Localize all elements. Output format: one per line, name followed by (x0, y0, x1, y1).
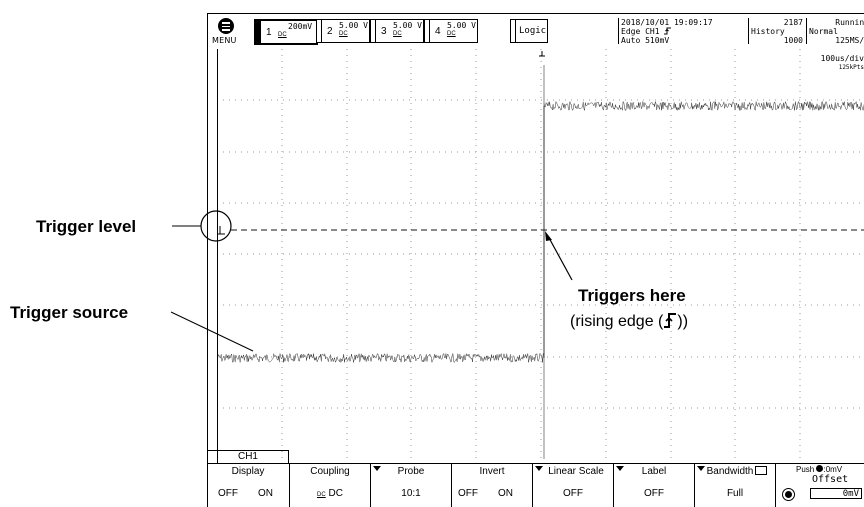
softkey-bandwidth-title: Bandwidth (707, 466, 754, 477)
rising-edge-caption-prefix: (rising edge ( (570, 313, 663, 330)
menu-label: MENU (212, 36, 237, 45)
invert-on: ON (498, 488, 513, 499)
trigger-position-icon (539, 51, 545, 56)
trigger-auto-level: Auto 510mV (621, 36, 713, 45)
probe-value: 10:1 (371, 488, 451, 499)
waveform-segment (217, 354, 544, 363)
trigger-mode: Edge CH1 (621, 27, 660, 36)
channel-2-coupling: DC (339, 31, 348, 37)
softkey-label-title: Label (614, 466, 694, 477)
softkey-label[interactable]: Label OFF (613, 464, 694, 507)
channel-2-indicator[interactable]: 2 5.00 V DC (316, 19, 370, 43)
push-reset-value: :0mV (823, 465, 842, 474)
rising-edge-icon (663, 312, 677, 328)
top-status-bar: MENU 1 200mV DC 2 5.00 V DC 3 5.00 V DC … (208, 14, 864, 49)
rising-edge-caption-suffix: )) (677, 313, 688, 330)
channel-4-scale: 5.00 V (447, 21, 476, 30)
bandwidth-value: Full (695, 488, 775, 499)
logic-indicator[interactable]: Logic (510, 19, 548, 43)
channel-1-indicator[interactable]: 1 200mV DC (254, 19, 318, 45)
channel-1-coupling: DC (278, 32, 287, 38)
tab-ch1[interactable]: CH1 (208, 450, 289, 464)
softkey-display-title: Display (208, 466, 288, 477)
datetime: 2018/10/01 19:09:17 (621, 18, 713, 27)
channel-1-number: 1 (266, 27, 272, 38)
oscilloscope-screen: MENU 1 200mV DC 2 5.00 V DC 3 5.00 V DC … (207, 13, 864, 507)
offset-value-field[interactable]: 0mV (810, 488, 862, 499)
menu-icon (218, 18, 234, 34)
softkey-invert[interactable]: Invert OFF ON (451, 464, 532, 507)
waveform-grid (217, 49, 864, 459)
softkey-coupling-title: Coupling (290, 466, 370, 477)
linear-scale-value: OFF (533, 488, 613, 499)
rising-edge-caption: (rising edge ()) (570, 312, 688, 331)
softkey-linear-scale-title: Linear Scale (539, 466, 613, 477)
history-panel[interactable]: 2187 History 1000 (748, 18, 807, 44)
dc-coupling-icon: DC (317, 492, 326, 498)
rising-edge-icon (664, 27, 671, 35)
softkey-probe-title: Probe (371, 466, 451, 477)
acquisition-panel[interactable]: Running Normal 125MS/s (806, 18, 864, 44)
channel-4-indicator[interactable]: 4 5.00 V DC (424, 19, 478, 43)
acquisition-mode: Normal (809, 27, 864, 36)
history-value: 1000 (751, 36, 807, 45)
channel-2-scale: 5.00 V (339, 21, 368, 30)
push-label: Push (796, 465, 814, 474)
grid-left-border (217, 49, 218, 463)
acquisition-count: 2187 (751, 18, 807, 27)
ch1-waveform (217, 102, 864, 363)
label-value: OFF (614, 488, 694, 499)
softkey-linear-scale[interactable]: Linear Scale OFF (532, 464, 613, 507)
softkey-probe[interactable]: Probe 10:1 (370, 464, 451, 507)
history-label: History (751, 27, 807, 36)
sample-rate: 125MS/s (809, 36, 864, 45)
channel-4-number: 4 (435, 26, 441, 37)
filter-icon (755, 466, 767, 475)
acquisition-state: Running (809, 18, 864, 27)
display-on: ON (258, 488, 273, 499)
invert-off: OFF (458, 488, 478, 499)
waveform-segment (544, 102, 864, 111)
coupling-value: DC (329, 488, 343, 499)
rotary-knob-icon (782, 488, 795, 501)
trigger-level-marker-icon (218, 226, 225, 234)
tab-ch1-label: CH1 (238, 451, 258, 462)
trigger-info-panel[interactable]: 2018/10/01 19:09:17 Edge CH1 Auto 510mV (618, 18, 713, 44)
channel-3-coupling: DC (393, 31, 402, 37)
softkey-bandwidth[interactable]: Bandwidth Full (694, 464, 775, 507)
softkey-display[interactable]: Display OFF ON (208, 464, 288, 507)
channel-3-number: 3 (381, 26, 387, 37)
channel-4-coupling: DC (447, 31, 456, 37)
softkey-offset[interactable]: Push :0mV Offset 0mV (775, 464, 864, 507)
triggers-here-annotation: Triggers here (578, 286, 686, 306)
softkey-coupling[interactable]: Coupling DC DC (289, 464, 370, 507)
softkey-offset-title: Offset (812, 474, 848, 485)
softkey-bar: Display OFF ON Coupling DC DC Probe 10:1 … (208, 463, 864, 507)
softkey-invert-title: Invert (452, 466, 532, 477)
channel-1-scale: 200mV (288, 22, 312, 31)
channel-3-indicator[interactable]: 3 5.00 V DC (370, 19, 424, 43)
channel-3-scale: 5.00 V (393, 21, 422, 30)
menu-button[interactable]: MENU (212, 18, 242, 46)
logic-label: Logic (519, 26, 546, 36)
channel-2-number: 2 (327, 26, 333, 37)
display-off: OFF (218, 488, 238, 499)
